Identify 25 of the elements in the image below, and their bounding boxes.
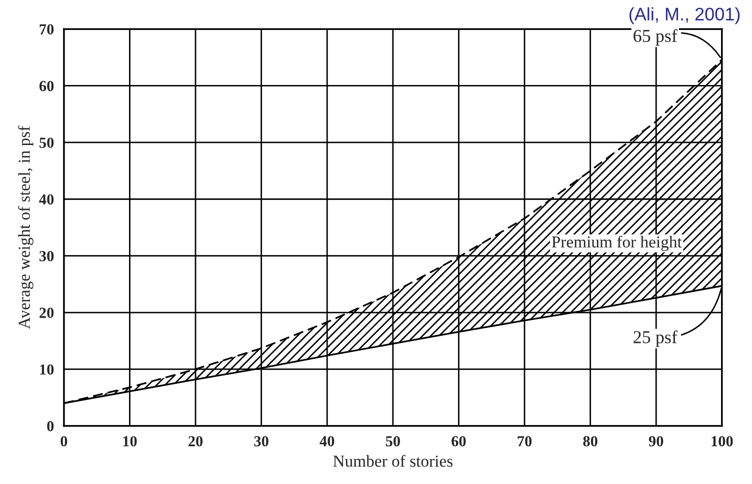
x-tick-label: 100 [712,436,733,446]
annotation: 25 psf [634,330,678,347]
x-tick-label: 80 [583,436,598,446]
y-tick-label: 10 [40,364,54,375]
x-tick-label: 50 [386,436,400,446]
y-axis-title: Average weight of steel, in psf [18,126,34,329]
text: (Ali, M., 2001) [629,7,740,24]
y-tick-label: 30 [39,250,54,262]
annotation: 65 psf [634,29,678,46]
y-tick-label: 50 [40,138,54,148]
x-tick-label: 90 [648,436,664,446]
y-tick-label: 0 [47,421,54,432]
x-tick-label: 40 [320,436,334,446]
y-tick-label: 40 [39,194,54,205]
y-tick-label: 20 [40,308,54,318]
x-tick-label: 70 [518,436,532,446]
annotation: Premium for height [552,236,682,252]
x-tick-label: 60 [452,436,466,446]
x-tick-label: 0 [60,436,68,446]
y-tick-label: 60 [39,80,54,92]
x-tick-label: 30 [254,436,268,446]
x-tick-label: 20 [188,436,203,446]
y-tick-label: 70 [40,24,54,34]
x-axis-title: Number of stories [333,454,452,467]
x-tick-label: 10 [123,436,137,446]
